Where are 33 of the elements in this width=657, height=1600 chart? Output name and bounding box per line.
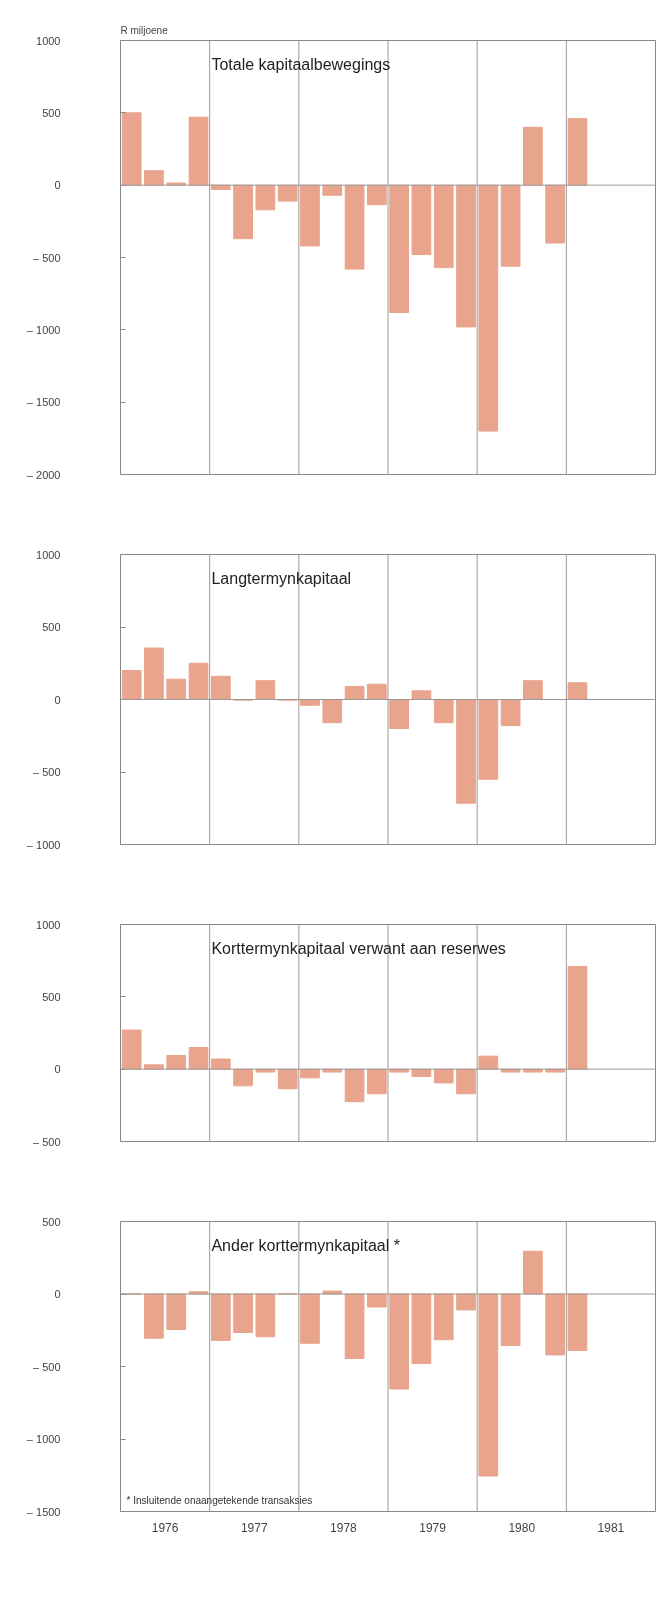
- text: Langtermynkapitaal: [211, 569, 352, 587]
- y-tick-label: 1000: [36, 918, 61, 931]
- y-tick-label: 1000: [36, 548, 61, 561]
- y-tick-label: – 1000: [26, 838, 61, 851]
- x-tick-label: 1980: [508, 1520, 536, 1535]
- y-tick-label: – 2000: [26, 468, 61, 481]
- text: Ander korttermynkapitaal *: [211, 1236, 400, 1254]
- y-tick-label: 0: [54, 179, 61, 192]
- x-tick-label: 1978: [330, 1520, 358, 1535]
- y-tick-label: 500: [42, 106, 61, 119]
- y-tick-label: 1000: [36, 34, 61, 47]
- y-tick-label: 500: [42, 621, 61, 633]
- x-tick-label: 1981: [597, 1520, 625, 1535]
- y-tick-label: 0: [54, 693, 61, 706]
- y-tick-label: 0: [54, 1288, 61, 1300]
- annotation: * Insluitende onaangetekende transaksies: [126, 1494, 313, 1506]
- y-tick-label: – 500: [32, 1360, 61, 1373]
- y-tick-label: – 500: [32, 251, 61, 264]
- y-tick-label: 0: [54, 1063, 61, 1076]
- x-tick-label: 1979: [419, 1520, 447, 1535]
- y-tick-label: – 1000: [26, 323, 61, 336]
- text: Korttermynkapitaal verwant aan reserwes: [211, 939, 506, 957]
- x-tick-label: 1976: [151, 1520, 179, 1535]
- y-tick-label: – 500: [32, 1135, 61, 1148]
- y-tick-label: – 1500: [26, 396, 61, 409]
- x-tick-label: 1977: [240, 1520, 268, 1535]
- y-tick-label: – 1000: [26, 1433, 61, 1445]
- y-tick-label: – 500: [32, 766, 61, 778]
- text: Totale kapitaalbewegings: [211, 55, 391, 73]
- y-tick-label: 500: [42, 1215, 61, 1228]
- y-tick-label: – 1500: [26, 1505, 61, 1518]
- y-tick-label: 500: [42, 990, 61, 1003]
- y-axis-title: R miljoene: [120, 24, 169, 36]
